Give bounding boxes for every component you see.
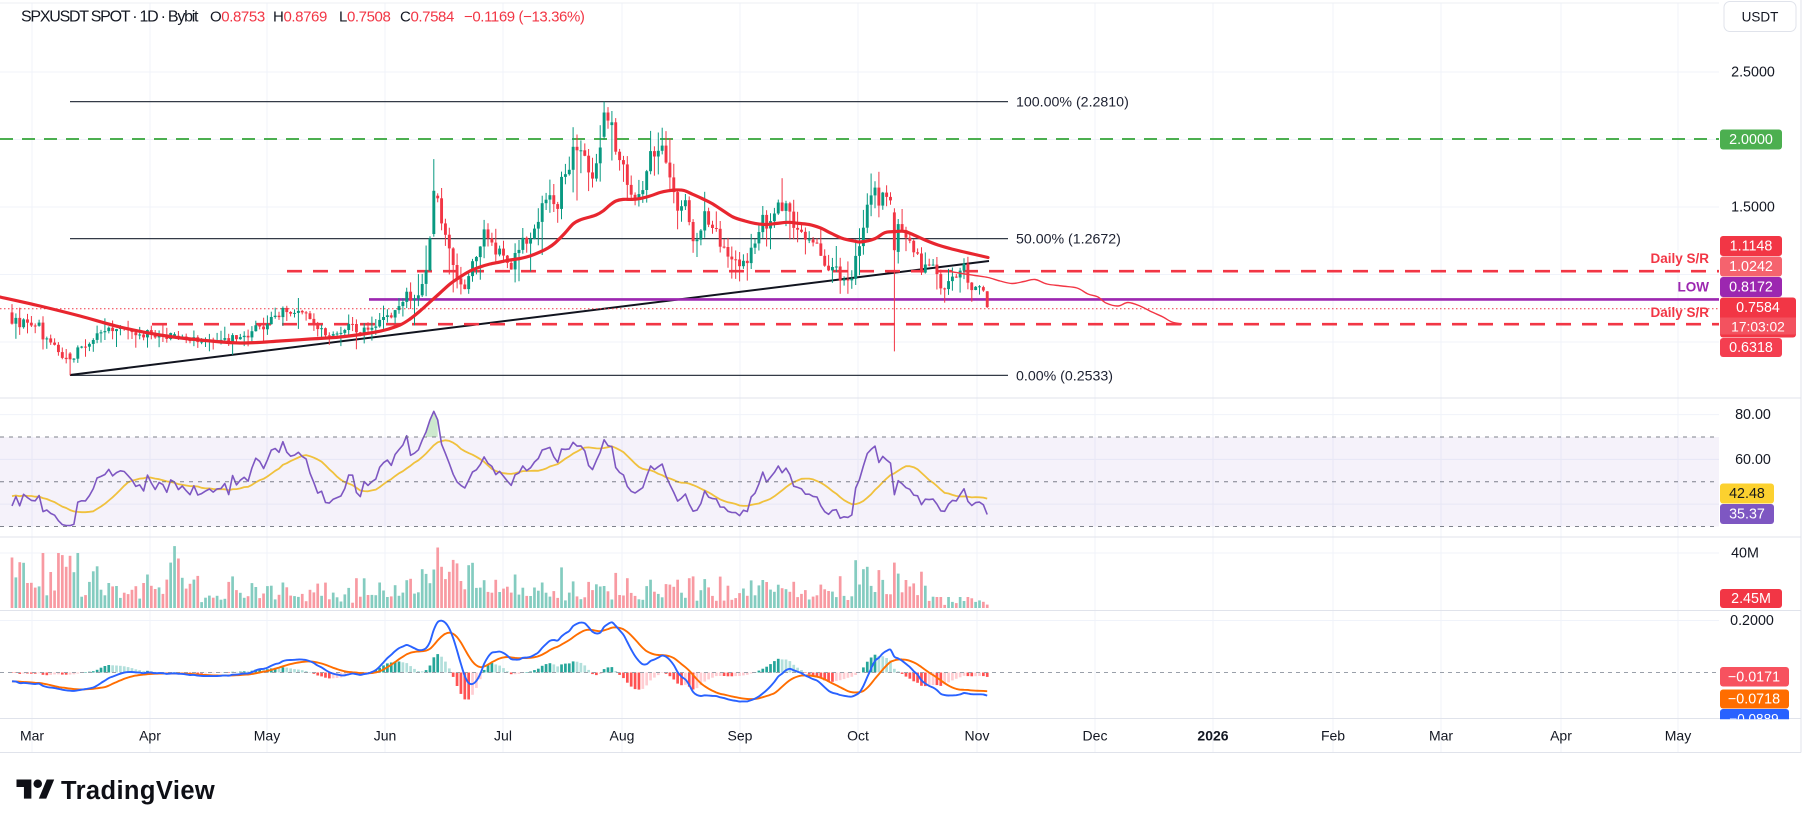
svg-text:Mar: Mar — [1429, 728, 1453, 744]
svg-text:O0.8753: O0.8753 — [210, 9, 265, 26]
svg-text:−0.1169 (−13.36%): −0.1169 (−13.36%) — [464, 9, 585, 26]
svg-text:Mar: Mar — [20, 728, 44, 744]
svg-text:2.5000: 2.5000 — [1731, 65, 1775, 81]
svg-text:Daily S/R: Daily S/R — [1650, 305, 1709, 320]
svg-text:−0.0718: −0.0718 — [1728, 692, 1780, 708]
svg-text:60.00: 60.00 — [1735, 452, 1771, 468]
svg-text:1.5000: 1.5000 — [1731, 200, 1775, 216]
svg-text:35.37: 35.37 — [1729, 507, 1765, 523]
svg-text:USDT: USDT — [1742, 10, 1779, 25]
svg-text:LOW: LOW — [1678, 280, 1710, 295]
svg-text:May: May — [254, 728, 280, 744]
svg-text:Dec: Dec — [1083, 728, 1108, 744]
svg-text:0.7584: 0.7584 — [1736, 300, 1780, 316]
svg-text:Jun: Jun — [374, 728, 397, 744]
svg-text:0.00% (0.2533): 0.00% (0.2533) — [1016, 368, 1113, 384]
svg-text:L0.7508: L0.7508 — [339, 9, 390, 26]
svg-text:Nov: Nov — [965, 728, 990, 744]
svg-text:−0.0889: −0.0889 — [1729, 712, 1778, 727]
svg-text:0.2000: 0.2000 — [1730, 613, 1774, 629]
svg-text:Daily S/R: Daily S/R — [1650, 251, 1709, 266]
svg-text:Jul: Jul — [494, 728, 512, 744]
svg-text:Feb: Feb — [1321, 728, 1345, 744]
svg-text:Apr: Apr — [139, 728, 161, 744]
svg-text:Sep: Sep — [728, 728, 753, 744]
svg-text:1.0242: 1.0242 — [1729, 259, 1773, 275]
svg-text:17:03:02: 17:03:02 — [1731, 320, 1785, 335]
svg-text:TradingView: TradingView — [61, 777, 215, 805]
svg-text:42.48: 42.48 — [1729, 486, 1765, 502]
svg-text:H0.8769: H0.8769 — [273, 9, 327, 26]
svg-text:−0.0171: −0.0171 — [1728, 670, 1780, 686]
svg-text:0.6318: 0.6318 — [1729, 340, 1773, 356]
svg-text:SPXUSDT SPOT · 1D · Bybit: SPXUSDT SPOT · 1D · Bybit — [21, 9, 199, 26]
svg-text:0.8172: 0.8172 — [1729, 280, 1773, 296]
svg-text:40M: 40M — [1731, 546, 1759, 562]
svg-text:2.0000: 2.0000 — [1729, 132, 1773, 148]
svg-text:100.00% (2.2810): 100.00% (2.2810) — [1016, 95, 1129, 111]
svg-text:Oct: Oct — [847, 728, 869, 744]
svg-text:May: May — [1665, 728, 1691, 744]
svg-text:Apr: Apr — [1550, 728, 1572, 744]
svg-text:2.45M: 2.45M — [1731, 591, 1771, 607]
svg-text:Aug: Aug — [610, 728, 635, 744]
svg-text:2026: 2026 — [1197, 728, 1228, 744]
svg-text:1.1148: 1.1148 — [1730, 239, 1773, 255]
svg-text:C0.7584: C0.7584 — [400, 9, 454, 26]
svg-text:50.00% (1.2672): 50.00% (1.2672) — [1016, 232, 1121, 248]
svg-text:80.00: 80.00 — [1735, 407, 1771, 423]
